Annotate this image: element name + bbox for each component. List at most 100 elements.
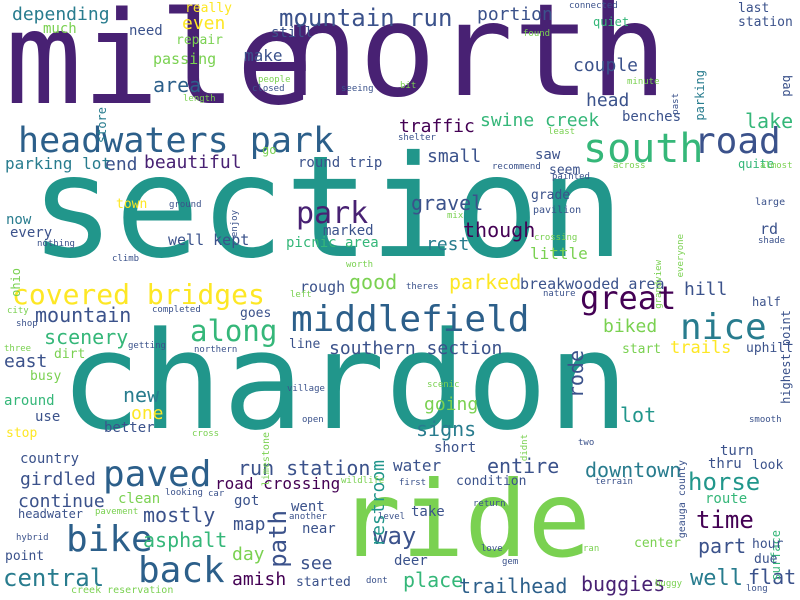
word-lake: lake <box>745 109 794 133</box>
word-ground: ground <box>169 200 202 210</box>
word-portion: portion <box>477 4 553 25</box>
word-flat: flat <box>748 565 797 589</box>
word-path: path <box>264 510 292 568</box>
word-round-trip: round trip <box>298 155 383 171</box>
word-rode: rode <box>564 350 588 399</box>
word-every: every <box>10 225 53 241</box>
word-deer: deer <box>394 553 428 569</box>
word-now: now <box>6 212 32 228</box>
word-open: open <box>302 415 324 425</box>
word-road-crossing: road crossing <box>215 474 341 493</box>
word-people: people <box>258 75 291 85</box>
word-first: first <box>399 478 427 488</box>
word-way: way <box>373 522 417 550</box>
word-crossing: crossing <box>534 233 578 243</box>
word-much: much <box>43 21 77 37</box>
word-rest: rest <box>426 234 470 255</box>
word-went: went <box>291 499 325 515</box>
word-need: need <box>129 23 163 39</box>
word-long: long <box>746 584 768 594</box>
word-center: center <box>634 536 681 551</box>
word-seeing: seeing <box>341 84 374 94</box>
word-water: water <box>393 456 442 475</box>
word-traffic: traffic <box>399 116 475 137</box>
word-buggies: buggies <box>581 572 666 596</box>
word-country: country <box>20 451 80 467</box>
word-grade: grade <box>531 188 571 203</box>
word-north: north <box>282 0 668 126</box>
word-east: east <box>4 351 48 372</box>
word-grandview: grandview <box>654 260 664 309</box>
word-ohio: ohio <box>9 268 23 297</box>
word-around: around <box>4 393 55 409</box>
word-map: map <box>233 514 266 535</box>
word-road: road <box>694 121 781 162</box>
word-area: area <box>153 73 202 97</box>
word-south: south <box>583 126 704 172</box>
word-minute: minute <box>627 77 660 87</box>
word-going: going <box>424 394 479 415</box>
word-along: along <box>190 314 278 348</box>
word-stop: stop <box>6 426 38 441</box>
word-shade: shade <box>758 236 786 246</box>
word-started: started <box>296 575 351 590</box>
word-pavilion: pavilion <box>533 205 582 216</box>
word-breakwooded-area: breakwooded area <box>520 275 665 293</box>
word-another: another <box>289 512 327 522</box>
word-little: little <box>530 244 588 263</box>
word-chardon: chardon <box>60 303 629 460</box>
word-bad: bad <box>780 75 794 97</box>
word-mix: mix <box>447 211 464 221</box>
word-mile: mile <box>5 0 314 134</box>
word-shop: shop <box>16 319 38 329</box>
word-mountain: mountain <box>35 303 132 327</box>
word-though: though <box>463 218 536 242</box>
word-hybrid: hybrid <box>16 533 49 543</box>
word-repair: repair <box>176 33 223 48</box>
word-cross: cross <box>192 429 220 439</box>
word-large: large <box>755 197 786 208</box>
word-one: one <box>131 403 164 424</box>
word-level: level <box>378 512 406 522</box>
word-central: central <box>3 564 105 592</box>
word-love: love <box>481 544 503 554</box>
word-looking: looking <box>165 488 203 498</box>
word-time: time <box>696 506 754 534</box>
word-lot: lot <box>620 403 657 427</box>
word-short: short <box>434 440 477 456</box>
word-couple: couple <box>573 55 639 76</box>
word-look: look <box>752 458 784 473</box>
word-village: village <box>287 384 325 394</box>
word-station: station <box>738 15 793 30</box>
word-horse: horse <box>688 468 761 496</box>
word-rough: rough <box>300 278 346 296</box>
word-two: two <box>578 438 595 448</box>
word-creek-reservation: creek reservation <box>71 585 174 596</box>
word-point: point <box>5 549 45 564</box>
word-everyone: everyone <box>676 234 686 278</box>
word-recommend: recommend <box>492 162 541 172</box>
word-picnic-area: picnic area <box>286 235 379 251</box>
word-mountain-run: mountain run <box>279 4 453 32</box>
word-completed: completed <box>152 305 201 315</box>
word-dont: dont <box>366 576 388 586</box>
word-past: past <box>671 93 681 115</box>
word-uphill: uphill <box>746 341 793 356</box>
word-clean: clean <box>118 491 161 507</box>
word-signs: signs <box>416 417 477 441</box>
word-rd: rd <box>760 220 779 238</box>
word-new: new <box>123 383 160 407</box>
word-shelter: shelter <box>398 133 436 143</box>
word-thru: thru <box>708 456 742 472</box>
word-geauga-county: geauga county <box>677 460 688 539</box>
word-got: got <box>234 493 260 509</box>
word-good: good <box>349 270 398 294</box>
word-length: length <box>183 94 216 104</box>
word-back: back <box>138 550 225 591</box>
word-ride: ride <box>338 459 591 581</box>
word-beautiful: beautiful <box>144 152 242 173</box>
word-nature: nature <box>543 289 576 299</box>
word-least: least <box>548 127 576 137</box>
word-highest-point: highest point <box>779 310 793 404</box>
